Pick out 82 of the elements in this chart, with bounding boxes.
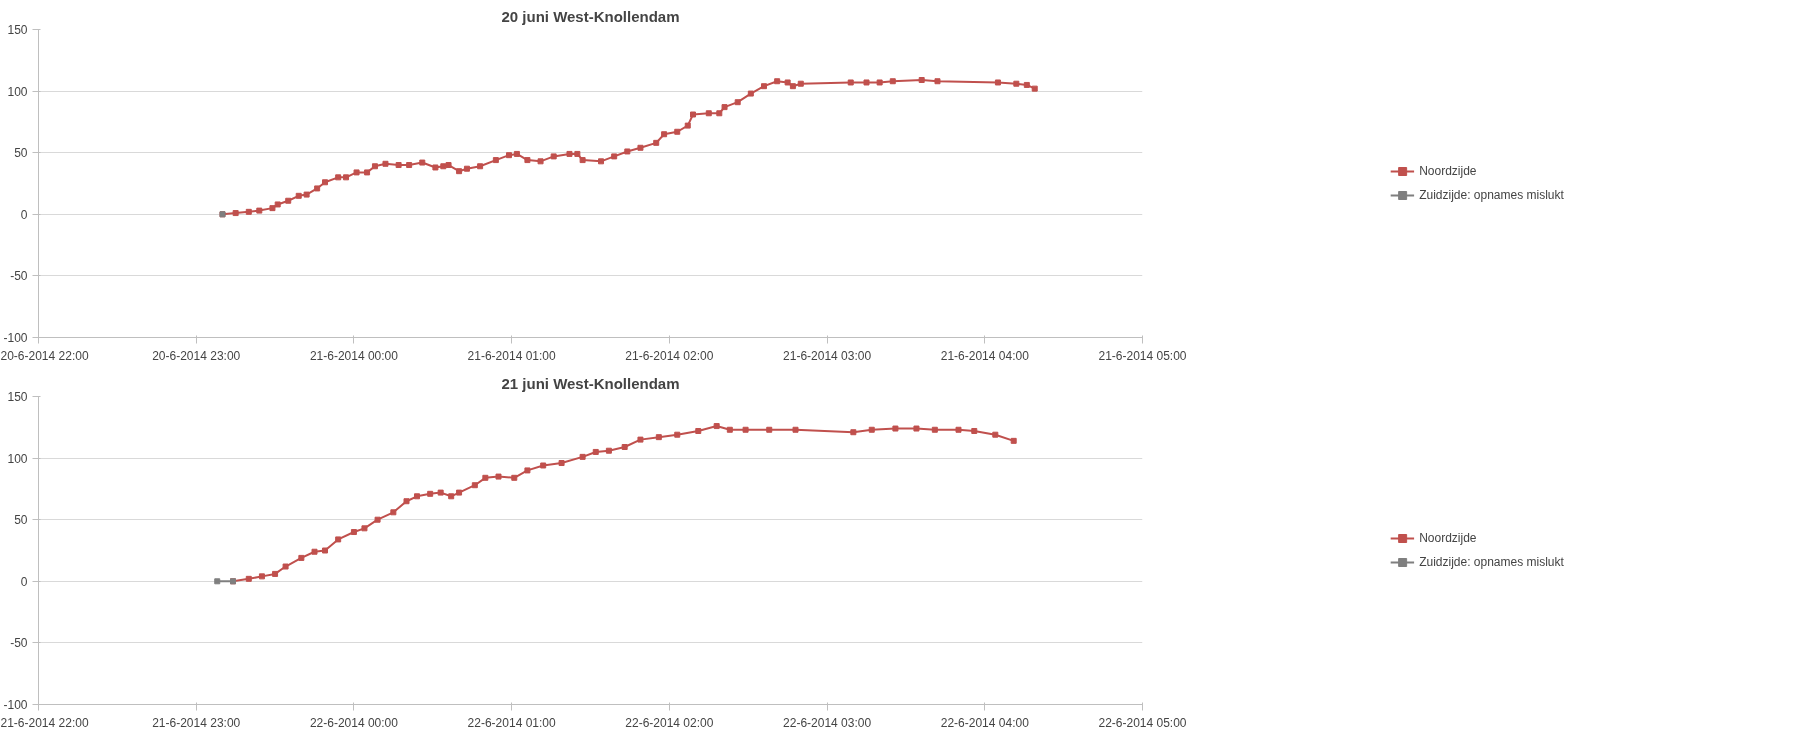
point: [414, 493, 421, 500]
y-tick-label: 100: [7, 84, 28, 99]
point: [511, 474, 518, 481]
legend-label: Zuidzijde: opnames mislukt: [1419, 555, 1564, 569]
y-tick-label: 50: [14, 146, 28, 161]
point: [558, 460, 565, 467]
legend-label: Zuidzijde: opnames mislukt: [1419, 188, 1564, 202]
point: [637, 436, 644, 443]
point: [245, 575, 252, 582]
x-tick-label: 20-6-2014 22:00: [0, 348, 89, 363]
point: [792, 426, 799, 433]
point: [374, 516, 381, 523]
x-tick-label: 21-6-2014 22:00: [0, 715, 89, 730]
point: [350, 529, 357, 536]
point: [361, 525, 368, 532]
point: [850, 429, 857, 436]
point: [621, 444, 628, 451]
x-tick-label: 21-6-2014 01:00: [467, 348, 557, 363]
point: [695, 428, 702, 434]
point: [868, 426, 875, 433]
point: [713, 423, 720, 430]
point: [495, 473, 502, 480]
point: [335, 536, 342, 543]
point: [524, 467, 531, 474]
x-tick-label: 21-6-2014 04:00: [940, 348, 1030, 363]
point: [742, 426, 749, 433]
y-tick-label: 0: [20, 207, 28, 222]
chart-title: 20 juni West-Knollendam: [501, 7, 680, 25]
point: [456, 489, 463, 496]
point: [448, 493, 455, 500]
x-tick-label: 21-6-2014 23:00: [152, 715, 241, 730]
point: [437, 489, 444, 496]
point: [311, 548, 318, 555]
point: [427, 490, 434, 497]
point: [471, 482, 478, 489]
point: [390, 509, 397, 516]
point: [605, 447, 612, 454]
x-tick-label: 22-6-2014 03:00: [783, 715, 872, 730]
point: [955, 426, 962, 433]
point: [579, 453, 586, 460]
point: [766, 426, 773, 433]
x-tick-label: 22-6-2014 05:00: [1098, 715, 1187, 730]
point: [298, 554, 305, 561]
point: [540, 462, 547, 469]
x-tick-label: 22-6-2014 02:00: [625, 715, 714, 730]
point: [674, 431, 681, 438]
legend-label: Noordzijde: [1419, 164, 1477, 178]
y-tick-label: -50: [10, 636, 28, 651]
x-tick-label: 21-6-2014 05:00: [1098, 348, 1187, 363]
point: [403, 498, 410, 505]
y-tick-label: -100: [3, 331, 28, 345]
x-tick-label: 20-6-2014 23:00: [152, 348, 241, 363]
point: [971, 428, 978, 434]
point: [892, 425, 899, 432]
point: [322, 547, 329, 554]
x-tick-label: 22-6-2014 01:00: [467, 715, 557, 730]
point: [726, 426, 733, 433]
x-tick-label: 22-6-2014 00:00: [309, 715, 399, 730]
point: [482, 474, 489, 481]
point: [931, 426, 938, 433]
point: [1010, 437, 1017, 444]
x-tick-label: 21-6-2014 03:00: [783, 348, 872, 363]
y-tick-label: 100: [7, 451, 28, 466]
point: [258, 573, 265, 580]
point: [214, 578, 221, 585]
point: [592, 448, 599, 455]
y-tick-label: 0: [20, 574, 28, 589]
y-tick-label: -100: [3, 698, 28, 712]
y-tick-label: 150: [7, 390, 28, 404]
y-tick-label: 150: [7, 23, 28, 37]
x-tick-label: 21-6-2014 02:00: [625, 348, 714, 363]
point: [655, 434, 662, 441]
y-tick-label: 50: [14, 513, 28, 528]
chart-title: 21 juni West-Knollendam: [501, 374, 680, 392]
point: [992, 431, 999, 438]
x-tick-label: 22-6-2014 04:00: [940, 715, 1030, 730]
point: [282, 563, 289, 570]
x-tick-label: 21-6-2014 00:00: [309, 348, 399, 363]
point: [913, 425, 920, 432]
point: [272, 570, 279, 577]
legend-label: Noordzijde: [1419, 531, 1477, 545]
y-tick-label: -50: [10, 269, 28, 284]
